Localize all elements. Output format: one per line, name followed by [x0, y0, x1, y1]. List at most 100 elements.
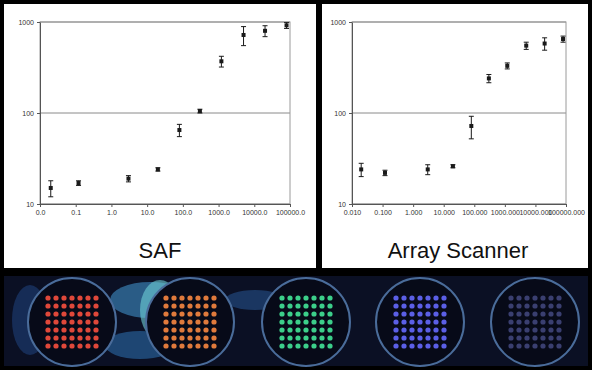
tick: 0.0	[36, 204, 46, 216]
data-point	[426, 167, 430, 171]
image-spot	[61, 319, 66, 324]
image-spot	[85, 303, 90, 308]
image-spot	[556, 343, 561, 348]
image-spot	[93, 303, 98, 308]
tick-label: 0.010	[344, 209, 362, 216]
image-spot	[516, 311, 521, 316]
x-axis: 0.00.11.010.0100.01000.010000.0100000.0	[36, 204, 306, 216]
plot-frame	[40, 22, 290, 204]
image-spot	[85, 319, 90, 324]
image-spot	[85, 311, 90, 316]
error-cap	[561, 42, 566, 43]
error-cap	[524, 49, 529, 50]
image-spot	[53, 311, 58, 316]
axis-line	[41, 204, 291, 205]
tick: 100.000	[462, 204, 487, 216]
image-spot	[556, 311, 561, 316]
image-spot	[311, 343, 316, 348]
tick: 100000.0	[276, 204, 305, 216]
error-bar	[425, 165, 430, 175]
tick-label: 1.0	[107, 209, 117, 216]
image-spot	[548, 311, 553, 316]
divider	[316, 0, 322, 272]
axis-line	[40, 23, 41, 205]
error-bar	[561, 36, 566, 42]
x-axis: 0.0100.1001.00010.000100.0001000.0001000…	[344, 204, 585, 216]
image-spot	[548, 319, 553, 324]
image-spot	[179, 295, 184, 300]
error-cap	[48, 180, 53, 181]
image-spot	[548, 343, 553, 348]
tick-mark	[147, 204, 148, 207]
image-spot	[540, 327, 545, 332]
image-spot	[287, 319, 292, 324]
image-well	[262, 278, 350, 366]
image-spot	[311, 303, 316, 308]
image-spot	[195, 319, 200, 324]
error-cap	[425, 174, 430, 175]
image-spot	[195, 311, 200, 316]
image-spot	[171, 311, 176, 316]
data-point	[469, 124, 473, 128]
image-spot	[53, 319, 58, 324]
tick: 0.010	[344, 204, 362, 216]
image-spot	[319, 335, 324, 340]
image-spot	[508, 319, 513, 324]
image-spot	[77, 327, 82, 332]
tick-mark	[111, 204, 112, 207]
image-spot	[409, 319, 414, 324]
image-spot	[303, 303, 308, 308]
image-spot	[311, 319, 316, 324]
image-spot	[441, 343, 446, 348]
image-spot	[303, 343, 308, 348]
tick-mark	[183, 204, 184, 207]
image-spot	[85, 295, 90, 300]
tick: 10	[338, 201, 352, 208]
image-spot	[287, 335, 292, 340]
image-spot	[401, 343, 406, 348]
image-spot	[556, 319, 561, 324]
image-spot	[171, 327, 176, 332]
image-spot	[441, 335, 446, 340]
image-spot	[532, 311, 537, 316]
tick: 1.000	[405, 204, 423, 216]
tick-label: 0.1	[71, 209, 81, 216]
tick: 1000.000	[491, 204, 520, 216]
image-spot	[45, 303, 50, 308]
image-spot	[163, 343, 168, 348]
image-spot	[417, 327, 422, 332]
image-spot	[187, 327, 192, 332]
image-spot	[524, 319, 529, 324]
image-spot	[433, 295, 438, 300]
image-spot	[179, 303, 184, 308]
error-cap	[126, 175, 131, 176]
image-spot	[409, 311, 414, 316]
image-spot	[287, 343, 292, 348]
image-spot	[319, 319, 324, 324]
image-spot	[401, 327, 406, 332]
image-spot	[516, 303, 521, 308]
image-spot	[279, 327, 284, 332]
error-cap	[542, 50, 547, 51]
image-spot	[409, 343, 414, 348]
error-cap	[284, 22, 289, 23]
image-spot	[163, 335, 168, 340]
data-point	[285, 23, 289, 27]
image-spot	[393, 335, 398, 340]
image-spot	[295, 311, 300, 316]
image-spot	[556, 295, 561, 300]
axis-line	[352, 23, 353, 205]
image-spot	[187, 335, 192, 340]
image-spot	[93, 335, 98, 340]
error-cap	[382, 175, 387, 176]
image-spot	[69, 319, 74, 324]
grid-line	[40, 113, 290, 114]
image-spot	[548, 335, 553, 340]
data-point	[156, 167, 160, 171]
image-spot	[532, 327, 537, 332]
image-spot	[203, 295, 208, 300]
data-point	[177, 128, 181, 132]
image-spot	[61, 335, 66, 340]
image-spot	[319, 295, 324, 300]
image-spot	[211, 327, 216, 332]
